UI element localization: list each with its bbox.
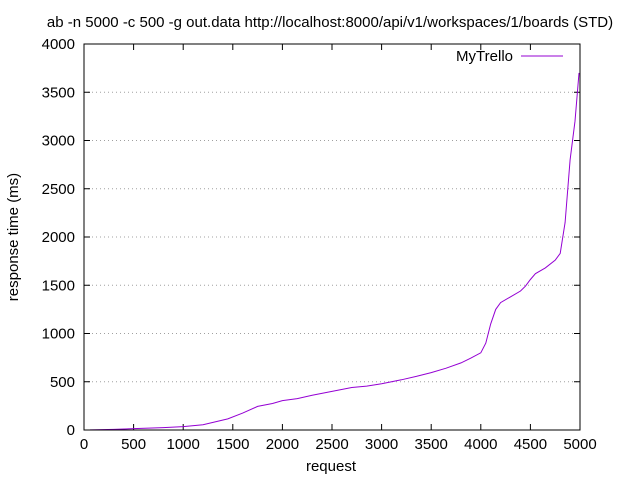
x-tick-label: 1500 [216, 436, 249, 453]
series-line [89, 72, 580, 431]
x-tick-label: 0 [80, 436, 88, 453]
x-tick-label: 4000 [464, 436, 497, 453]
x-tick-label: 5000 [563, 436, 596, 453]
y-tick-label: 3500 [42, 84, 75, 101]
y-tick-label: 2000 [42, 229, 75, 246]
y-tick-label: 0 [67, 422, 75, 439]
series-layer [89, 72, 580, 431]
x-tick-label: 2000 [266, 436, 299, 453]
x-tick-label: 3000 [365, 436, 398, 453]
x-tick-label: 500 [121, 436, 146, 453]
legend: MyTrello [456, 48, 563, 65]
y-tick-label: 1500 [42, 277, 75, 294]
grid-lines [84, 91, 580, 383]
y-tick-label: 500 [50, 374, 75, 391]
x-tick-label: 1000 [167, 436, 200, 453]
chart-title: ab -n 5000 -c 500 -g out.data http://loc… [47, 14, 613, 31]
y-tick-label: 4000 [42, 36, 75, 53]
x-tick-label: 4500 [514, 436, 547, 453]
x-axis-label: request [306, 458, 357, 475]
y-axis-label: response time (ms) [5, 173, 22, 301]
x-tick-label: 2500 [315, 436, 348, 453]
y-tick-label: 3000 [42, 133, 75, 150]
legend-label: MyTrello [456, 48, 513, 65]
y-tick-label: 2500 [42, 181, 75, 198]
plot-frame [83, 43, 581, 431]
axis-ticks: 0 500 1000 1500 2000 2500 3000 3500 4000 0 500 1000… [42, 36, 597, 453]
x-tick-label: 3500 [415, 436, 448, 453]
y-tick-label: 1000 [42, 326, 75, 343]
